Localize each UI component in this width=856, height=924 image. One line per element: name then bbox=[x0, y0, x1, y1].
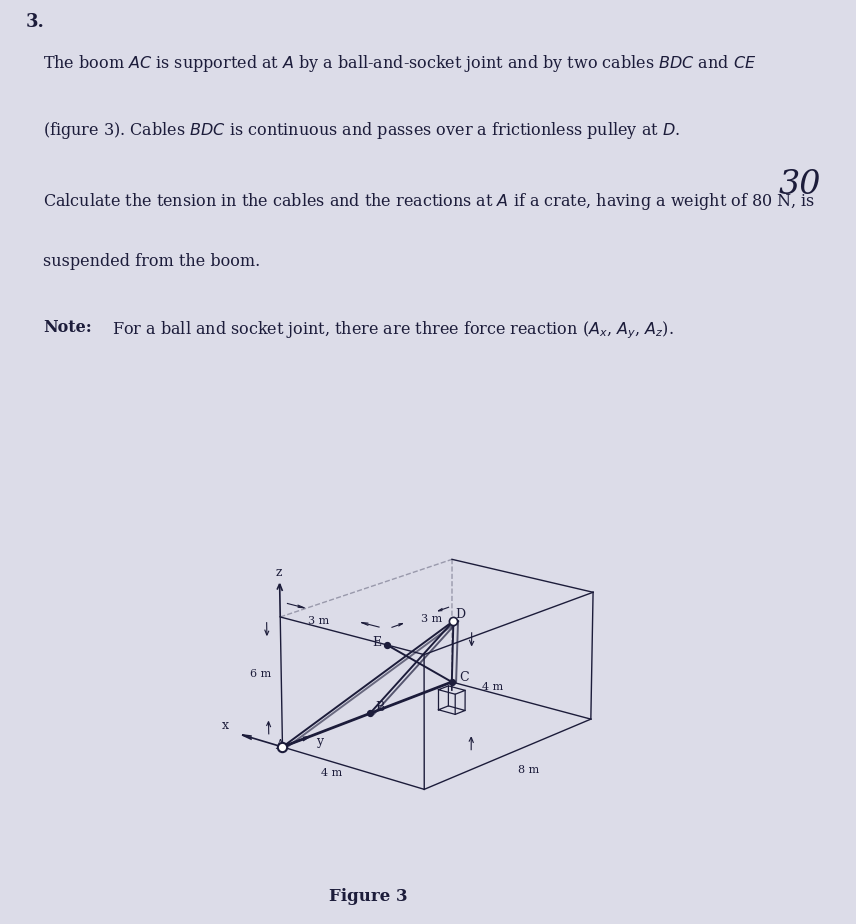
Text: suspended from the boom.: suspended from the boom. bbox=[43, 253, 260, 270]
Text: 30: 30 bbox=[779, 168, 822, 201]
Text: 3.: 3. bbox=[26, 13, 45, 31]
Text: For a ball and socket joint, there are three force reaction ($A_x$, $A_y$, $A_z$: For a ball and socket joint, there are t… bbox=[107, 320, 674, 341]
Text: (figure 3). Cables $\mathit{BDC}$ is continuous and passes over a frictionless p: (figure 3). Cables $\mathit{BDC}$ is con… bbox=[43, 120, 680, 140]
Text: The boom ​$\mathit{AC}$​ is supported at $\mathit{A}$ by a ball-and-socket joint: The boom ​$\mathit{AC}$​ is supported at… bbox=[43, 54, 756, 74]
Text: Calculate the tension in the cables and the reactions at $\mathit{A}$ if a crate: Calculate the tension in the cables and … bbox=[43, 190, 815, 212]
Text: Figure 3: Figure 3 bbox=[329, 888, 407, 905]
Text: Note:: Note: bbox=[43, 320, 92, 336]
